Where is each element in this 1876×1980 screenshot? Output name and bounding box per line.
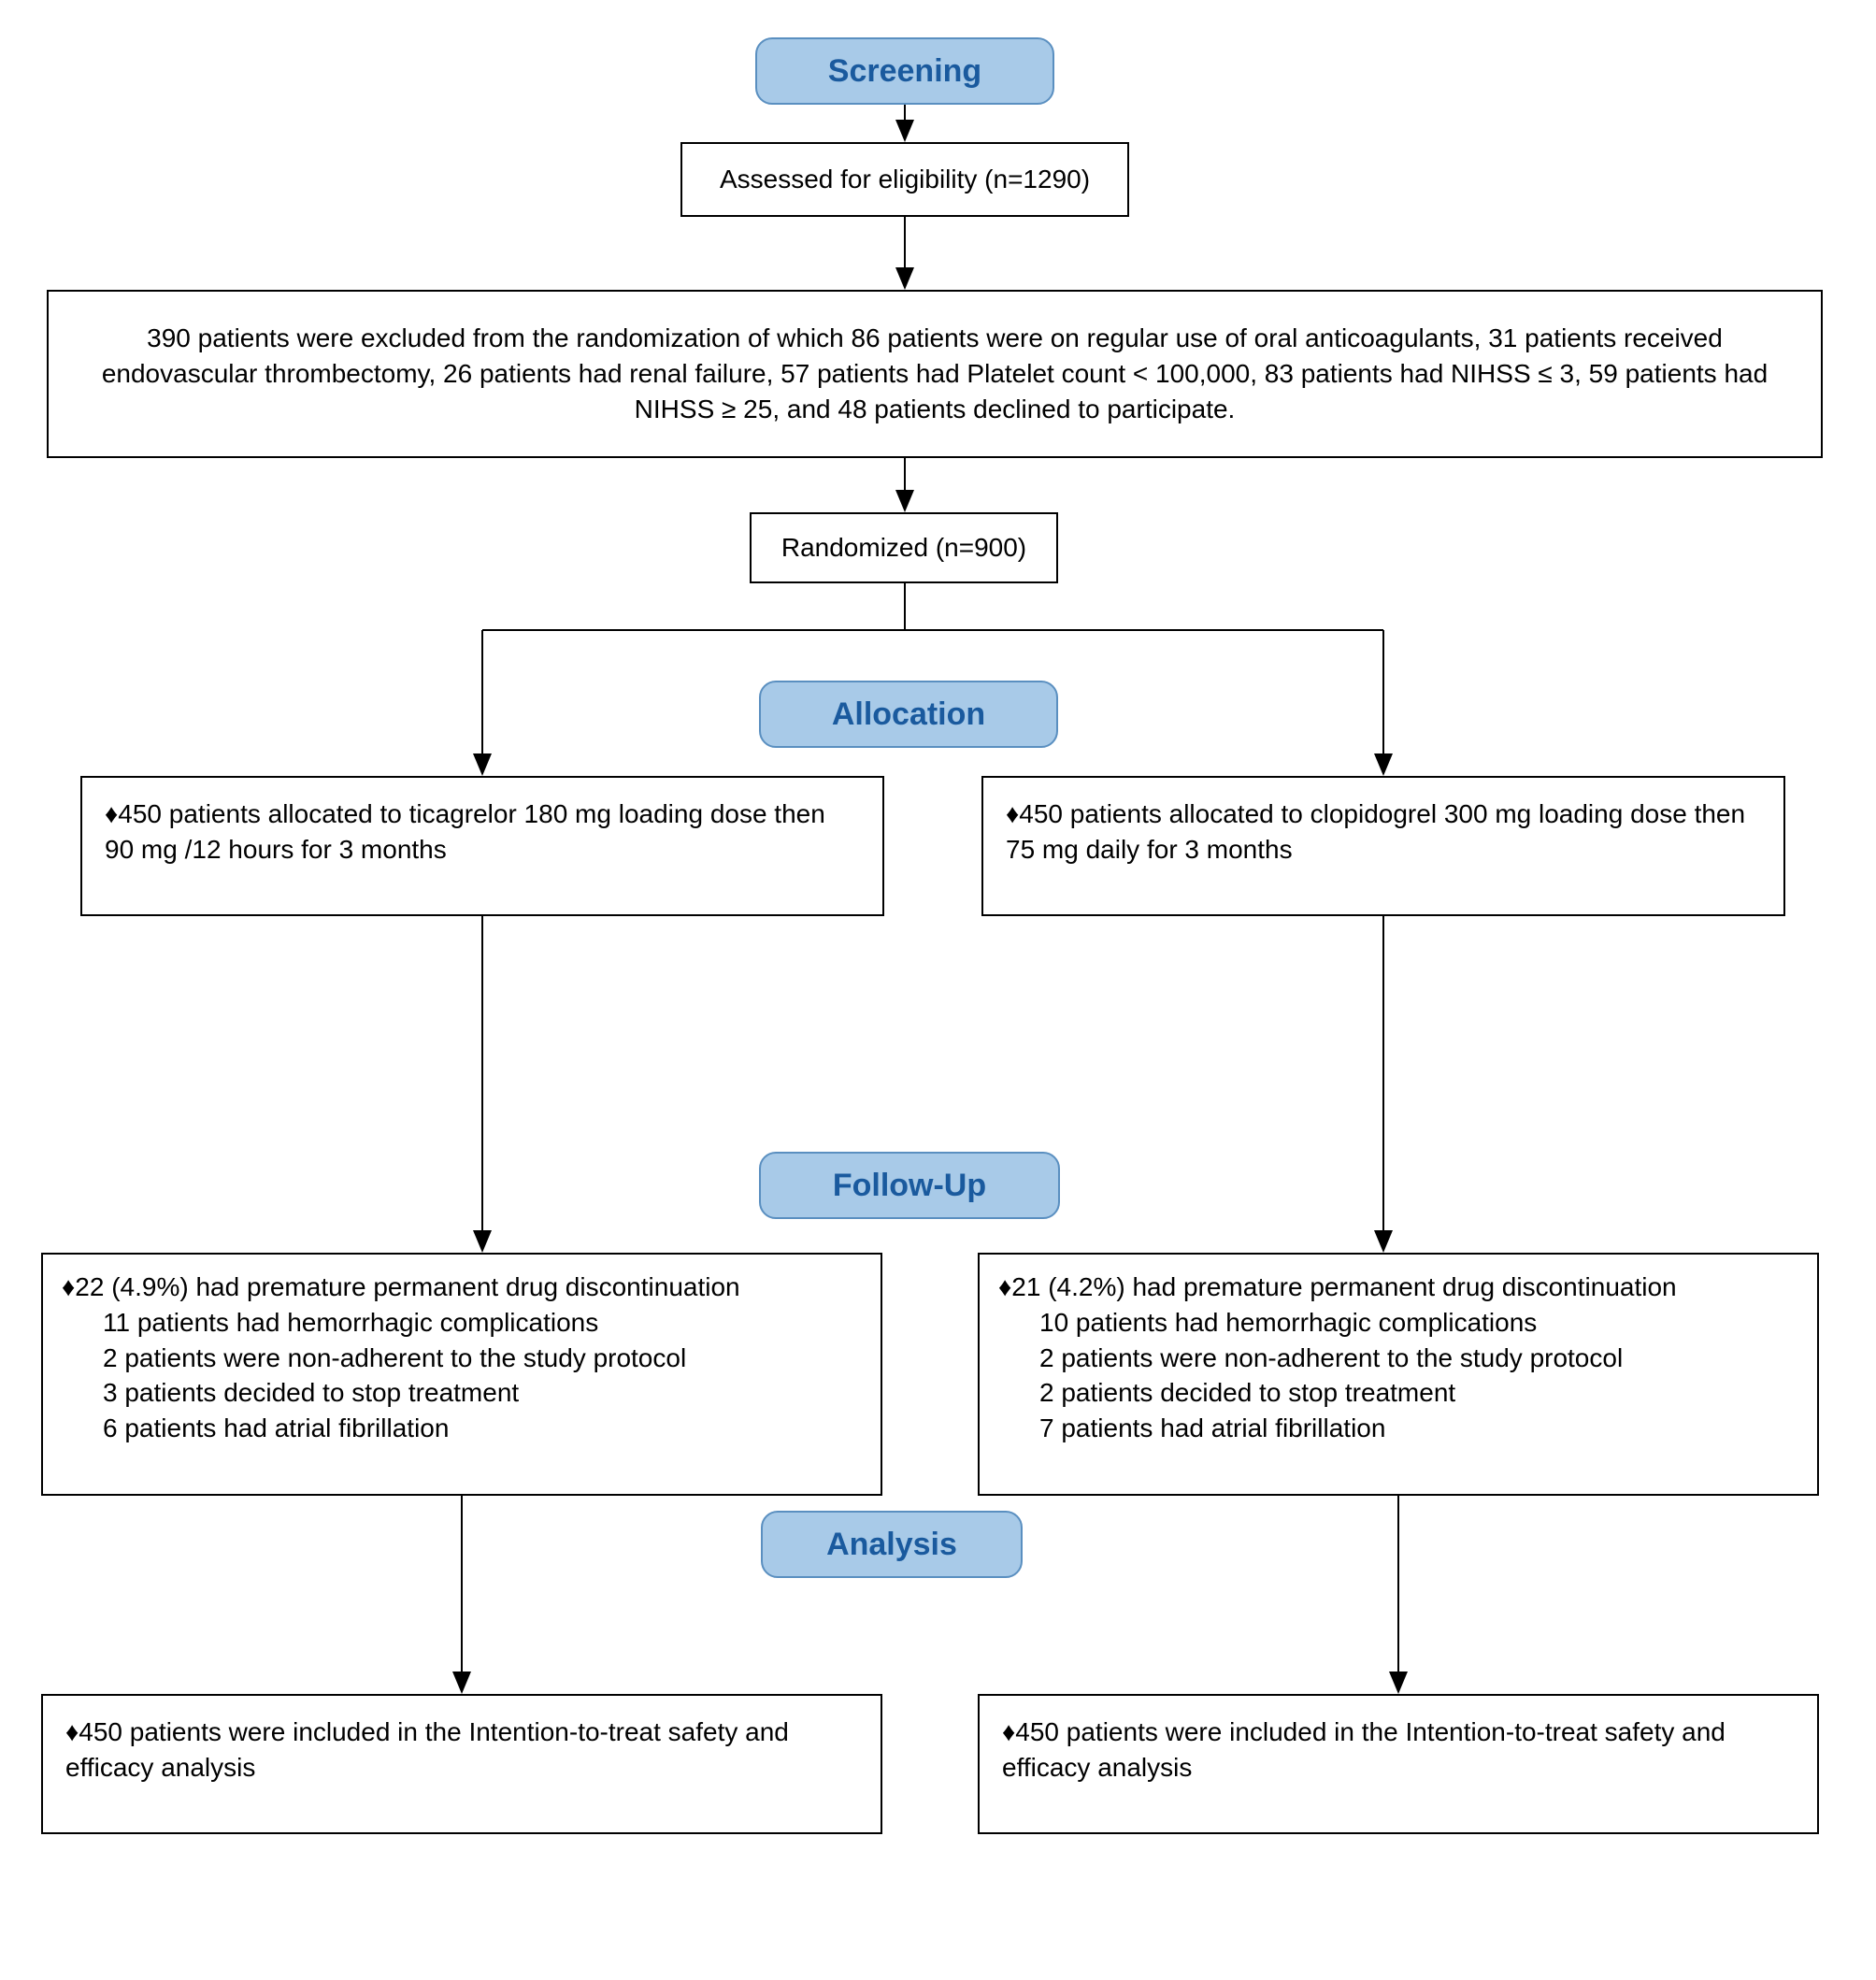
box-analysis-left: ♦450 patients were included in the Inten… (41, 1694, 882, 1834)
box-followup-left: ♦22 (4.9%) had premature permanent drug … (41, 1253, 882, 1496)
phase-allocation: Allocation (759, 681, 1058, 748)
box-text: 390 patients were excluded from the rand… (71, 321, 1798, 426)
phase-label: Follow-Up (833, 1168, 986, 1204)
box-text: ♦21 (4.2%) had premature permanent drug … (998, 1270, 1798, 1305)
box-followup-right: ♦21 (4.2%) had premature permanent drug … (978, 1253, 1819, 1496)
box-text: 10 patients had hemorrhagic complication… (1039, 1305, 1798, 1341)
box-text: Assessed for eligibility (n=1290) (720, 162, 1090, 197)
box-text: 11 patients had hemorrhagic complication… (103, 1305, 862, 1341)
box-excluded: 390 patients were excluded from the rand… (47, 290, 1823, 458)
box-text: 2 patients decided to stop treatment (1039, 1375, 1798, 1411)
box-text: ♦450 patients allocated to clopidogrel 3… (1006, 799, 1745, 864)
box-text: 7 patients had atrial fibrillation (1039, 1411, 1798, 1446)
box-text: 2 patients were non-adherent to the stud… (1039, 1341, 1798, 1376)
phase-label: Screening (828, 53, 981, 90)
box-text: ♦450 patients were included in the Inten… (65, 1717, 789, 1782)
phase-analysis: Analysis (761, 1511, 1023, 1578)
flowchart-canvas: Screening Assessed for eligibility (n=12… (37, 37, 1839, 1943)
phase-label: Allocation (832, 696, 985, 733)
box-text: 2 patients were non-adherent to the stud… (103, 1341, 862, 1376)
box-assessed: Assessed for eligibility (n=1290) (680, 142, 1129, 217)
box-text: 6 patients had atrial fibrillation (103, 1411, 862, 1446)
box-text: Randomized (n=900) (781, 530, 1026, 566)
box-text: ♦450 patients allocated to ticagrelor 18… (105, 799, 825, 864)
box-text: ♦22 (4.9%) had premature permanent drug … (62, 1270, 862, 1305)
box-alloc-left: ♦450 patients allocated to ticagrelor 18… (80, 776, 884, 916)
phase-screening: Screening (755, 37, 1054, 105)
box-analysis-right: ♦450 patients were included in the Inten… (978, 1694, 1819, 1834)
phase-label: Analysis (826, 1527, 957, 1563)
box-text: 3 patients decided to stop treatment (103, 1375, 862, 1411)
box-text: ♦450 patients were included in the Inten… (1002, 1717, 1726, 1782)
box-randomized: Randomized (n=900) (750, 512, 1058, 583)
phase-followup: Follow-Up (759, 1152, 1060, 1219)
box-alloc-right: ♦450 patients allocated to clopidogrel 3… (981, 776, 1785, 916)
